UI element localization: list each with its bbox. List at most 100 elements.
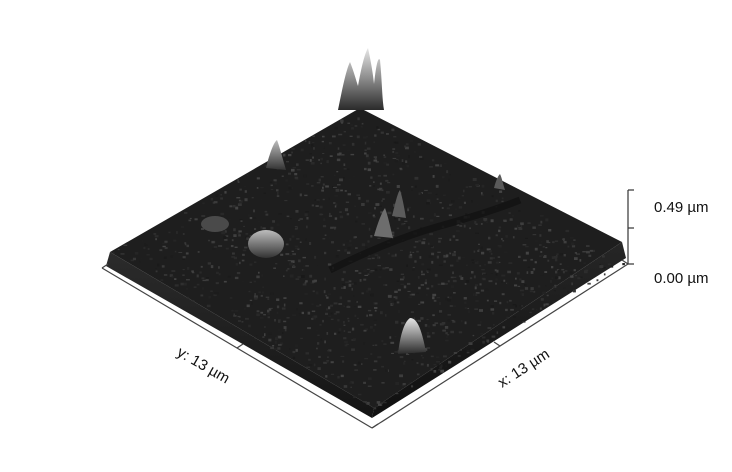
texture-grain	[446, 207, 450, 210]
texture-grain	[470, 200, 473, 203]
texture-grain	[333, 174, 336, 176]
texture-grain	[538, 285, 541, 288]
texture-grain	[182, 256, 186, 259]
texture-grain	[290, 268, 292, 270]
texture-grain	[383, 343, 387, 345]
texture-grain	[475, 183, 479, 187]
texture-grain	[244, 308, 246, 310]
texture-grain	[363, 381, 366, 384]
texture-grain	[472, 261, 476, 264]
texture-grain	[406, 264, 409, 268]
texture-grain	[394, 253, 397, 257]
texture-grain	[240, 220, 243, 222]
texture-grain	[237, 315, 241, 318]
texture-grain	[407, 290, 411, 292]
texture-grain	[302, 283, 307, 286]
texture-grain	[436, 255, 439, 259]
texture-grain	[367, 287, 371, 291]
texture-grain	[365, 328, 369, 331]
texture-grain	[185, 252, 189, 255]
texture-grain	[419, 155, 423, 158]
texture-grain	[180, 282, 184, 286]
texture-grain	[288, 348, 291, 350]
texture-grain	[309, 242, 312, 245]
texture-grain	[435, 356, 440, 358]
texture-grain	[346, 168, 350, 170]
texture-grain	[336, 171, 339, 173]
texture-grain	[349, 141, 351, 144]
texture-grain	[318, 178, 321, 182]
texture-grain	[444, 326, 449, 329]
texture-grain	[561, 278, 565, 281]
texture-grain	[554, 240, 559, 242]
texture-grain	[426, 332, 430, 335]
texture-grain	[264, 229, 267, 231]
texture-grain	[370, 176, 373, 179]
texture-grain	[363, 401, 367, 403]
texture-grain	[366, 401, 370, 405]
texture-grain	[439, 310, 443, 313]
texture-grain	[361, 203, 365, 206]
texture-grain	[357, 305, 362, 308]
texture-grain	[473, 250, 476, 253]
texture-grain	[377, 356, 382, 359]
texture-grain	[334, 205, 337, 208]
texture-grain	[479, 309, 483, 312]
bump-left	[248, 230, 284, 258]
texture-grain	[241, 321, 244, 323]
texture-grain	[364, 141, 367, 145]
texture-grain	[260, 226, 263, 229]
texture-grain	[521, 305, 523, 307]
texture-grain	[546, 294, 549, 297]
texture-grain	[509, 218, 513, 221]
texture-grain	[246, 304, 250, 308]
texture-grain	[444, 283, 448, 285]
texture-grain	[377, 257, 379, 259]
texture-grain	[464, 283, 467, 285]
texture-grain	[381, 200, 383, 202]
texture-grain	[433, 370, 437, 373]
texture-grain	[550, 279, 552, 283]
texture-grain	[234, 276, 239, 280]
texture-grain	[295, 210, 299, 213]
texture-grain	[312, 290, 315, 293]
texture-grain	[192, 300, 195, 302]
texture-grain	[335, 203, 338, 206]
texture-grain	[535, 308, 538, 311]
texture-grain	[112, 252, 115, 254]
texture-grain	[334, 217, 338, 220]
texture-grain	[479, 320, 482, 324]
texture-grain	[287, 268, 290, 270]
texture-grain	[432, 332, 435, 335]
texture-grain	[306, 217, 309, 220]
texture-grain	[509, 299, 512, 302]
texture-grain	[553, 245, 557, 248]
texture-grain	[442, 329, 446, 332]
texture-grain	[305, 352, 309, 355]
texture-grain	[411, 186, 414, 188]
texture-grain	[561, 268, 565, 271]
texture-grain	[237, 203, 242, 206]
texture-grain	[495, 261, 500, 264]
texture-grain	[218, 245, 223, 247]
texture-grain	[373, 369, 377, 371]
texture-grain	[450, 264, 454, 267]
texture-grain	[554, 258, 558, 262]
texture-grain	[245, 317, 249, 320]
texture-grain	[316, 199, 320, 201]
texture-grain	[351, 327, 355, 331]
texture-grain	[406, 353, 410, 355]
texture-grain	[255, 335, 258, 339]
texture-grain	[532, 234, 537, 236]
texture-grain	[358, 393, 362, 396]
texture-grain	[299, 302, 303, 305]
texture-grain	[305, 238, 308, 241]
texture-grain	[539, 230, 542, 233]
texture-grain	[235, 206, 239, 210]
texture-grain	[295, 278, 300, 280]
texture-grain	[329, 304, 334, 307]
texture-grain	[389, 300, 392, 303]
texture-grain	[218, 266, 220, 269]
texture-grain	[304, 194, 308, 197]
texture-grain	[160, 279, 164, 281]
